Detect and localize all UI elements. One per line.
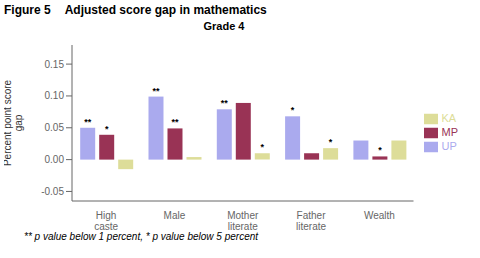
svg-text:*: * bbox=[261, 142, 265, 152]
svg-text:0.00: 0.00 bbox=[45, 154, 65, 165]
svg-text:-0.05: -0.05 bbox=[41, 186, 64, 197]
svg-text:**: ** bbox=[221, 98, 229, 108]
svg-text:Highcaste: Highcaste bbox=[94, 210, 118, 231]
svg-text:0.10: 0.10 bbox=[45, 90, 65, 101]
html-text:MP: MP bbox=[441, 126, 458, 138]
svg-text:Motherliterate: Motherliterate bbox=[227, 210, 259, 231]
html-text:KA: KA bbox=[441, 111, 457, 124]
svg-text:Fatherliterate: Fatherliterate bbox=[296, 210, 326, 231]
html-text:UP: UP bbox=[441, 140, 457, 152]
html-text:** p value below 1 percent, *: ** p value below 1 percent, * p value be… bbox=[24, 231, 258, 242]
svg-text:Wealth: Wealth bbox=[364, 210, 395, 221]
svg-text:*: * bbox=[105, 124, 109, 134]
html-text:Figure 5: Figure 5 bbox=[4, 3, 51, 17]
svg-text:*: * bbox=[329, 137, 333, 147]
svg-text:Percent point scoregap: Percent point scoregap bbox=[8, 79, 24, 166]
svg-text:**: ** bbox=[84, 117, 92, 127]
svg-text:*: * bbox=[291, 105, 295, 115]
svg-text:*: * bbox=[378, 145, 382, 155]
svg-text:0.15: 0.15 bbox=[45, 59, 65, 70]
svg-text:0.05: 0.05 bbox=[45, 122, 65, 133]
html-text:Adjusted score gap in mathemat: Adjusted score gap in mathematics bbox=[64, 3, 267, 17]
html-text:Grade 4: Grade 4 bbox=[203, 20, 245, 32]
svg-text:**: ** bbox=[171, 117, 179, 127]
svg-text:Male: Male bbox=[164, 210, 186, 221]
svg-text:**: ** bbox=[152, 86, 160, 96]
